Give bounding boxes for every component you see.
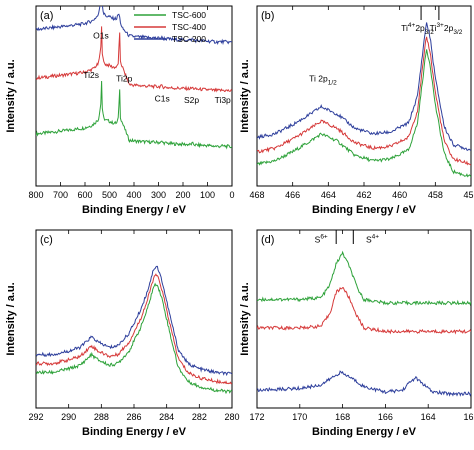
x-tick-label: 172 (249, 412, 264, 422)
x-tick-label: 286 (126, 412, 141, 422)
peak-annotation: Ti 2p1/2 (309, 74, 337, 87)
series-line-tsc-400 (257, 36, 471, 166)
y-axis-label: Intensity / a.u. (239, 282, 251, 355)
x-tick-label: 700 (53, 190, 68, 200)
x-tick-label: 290 (61, 412, 76, 422)
x-tick-label: 200 (175, 190, 190, 200)
x-tick-label: 800 (28, 190, 43, 200)
series-line-tsc-200 (36, 265, 232, 377)
series-line-tsc-400 (257, 286, 471, 335)
x-tick-label: 292 (28, 412, 43, 422)
panel-2: 292 290 288 286 284 282 280 Binding Energy / eV… (5, 229, 240, 438)
x-axis-label: Binding Energy / eV (312, 204, 417, 216)
plot-frame (35, 229, 233, 409)
panel-3: 172 170 168 166 164 162 Binding Energy / eV Int… (239, 229, 474, 438)
y-axis-label: Intensity / a.u. (5, 282, 17, 355)
panel-letter: (a) (40, 10, 53, 22)
x-tick-label: 400 (126, 190, 141, 200)
x-tick-label: 458 (428, 190, 443, 200)
peak-annotation: Ti3p (215, 95, 231, 105)
x-axis-label: Binding Energy / eV (82, 426, 187, 438)
series-line-tsc-600 (36, 80, 232, 150)
series-line-tsc-200 (257, 22, 471, 151)
x-tick-label: 0 (229, 190, 234, 200)
legend-entry: TSC-200 (172, 34, 206, 44)
plot-frame (256, 229, 472, 409)
plot-frame (35, 5, 233, 187)
panel-letter: (c) (40, 234, 53, 246)
x-tick-label: 100 (200, 190, 215, 200)
x-axis-label: Binding Energy / eV (82, 204, 187, 216)
x-axis-label: Binding Energy / eV (312, 426, 417, 438)
x-tick-label: 600 (77, 190, 92, 200)
x-tick-label: 284 (159, 412, 174, 422)
x-tick-label: 456 (463, 190, 474, 200)
peak-annotation: O1s (93, 30, 109, 40)
x-tick-label: 168 (335, 412, 350, 422)
peak-annotation: Ti2p (116, 74, 132, 84)
x-tick-label: 466 (285, 190, 300, 200)
peak-annotation: Ti2s (83, 70, 99, 80)
x-tick-label: 170 (292, 412, 307, 422)
peak-annotation: S2p (184, 95, 199, 105)
series-line-tsc-400 (36, 26, 232, 93)
series-line-tsc-600 (257, 250, 471, 306)
y-axis-label: Intensity / a.u. (5, 59, 17, 132)
x-tick-label: 462 (356, 190, 371, 200)
legend-entry: TSC-400 (172, 22, 206, 32)
legend-entry: TSC-600 (172, 10, 206, 20)
peak-annotation: S4+ (366, 233, 379, 244)
x-tick-label: 288 (94, 412, 109, 422)
peak-annotation: Ti3+2p3/2 (430, 22, 463, 36)
x-tick-label: 282 (192, 412, 207, 422)
panel-1: 468 466 464 462 460 458 456 Binding Energy / eV… (239, 5, 474, 216)
series-line-tsc-400 (36, 273, 232, 385)
x-tick-label: 166 (378, 412, 393, 422)
series-line-tsc-600 (257, 49, 471, 178)
series-line-tsc-600 (36, 282, 232, 395)
series-line-tsc-200 (36, 6, 232, 46)
x-tick-label: 468 (249, 190, 264, 200)
x-tick-label: 300 (151, 190, 166, 200)
y-axis-label: Intensity / a.u. (239, 59, 251, 132)
peak-annotation: S6+ (315, 233, 328, 244)
x-tick-label: 280 (224, 412, 239, 422)
panel-letter: (b) (261, 10, 274, 22)
x-tick-label: 500 (102, 190, 117, 200)
peak-annotation: C1s (155, 93, 170, 103)
series-line-tsc-200 (257, 370, 471, 397)
panel-0: 800 700 600 500 400 300 200 100 0 Binding Energy … (5, 5, 235, 216)
panel-letter: (d) (261, 234, 274, 246)
x-tick-label: 162 (463, 412, 474, 422)
x-tick-label: 164 (421, 412, 436, 422)
x-tick-label: 460 (392, 190, 407, 200)
x-tick-label: 464 (321, 190, 336, 200)
